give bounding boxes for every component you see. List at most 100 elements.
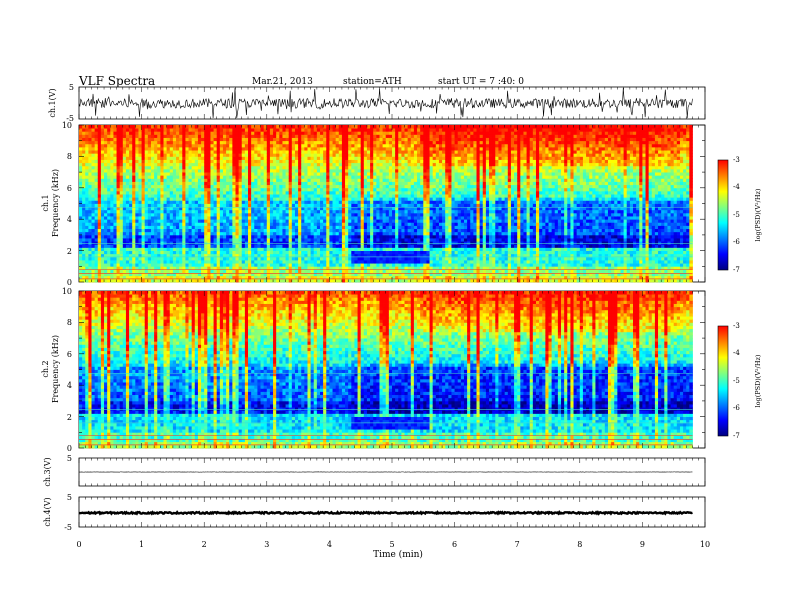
spectrogram-cell [294, 125, 299, 129]
spectrogram-cell [79, 197, 83, 201]
spectrogram-cell [332, 137, 337, 142]
spectrogram-cell [113, 134, 117, 138]
spectrogram-cell [320, 222, 324, 226]
spectrogram-cell [310, 137, 315, 142]
spectrogram-cell [197, 269, 202, 273]
spectrogram-cell [263, 184, 268, 189]
spectrogram-cell [373, 256, 377, 261]
spectrogram-cell [244, 244, 249, 248]
spectrogram-cell [276, 272, 280, 277]
spectrogram-cell [360, 278, 365, 283]
spectrogram-cell [323, 212, 327, 217]
spectrogram-cell [360, 231, 365, 236]
spectrogram-cell [179, 219, 183, 223]
spectrogram-cell [288, 231, 293, 236]
spectrogram-cell [291, 256, 296, 261]
spectrogram-cell [154, 216, 158, 220]
spectrogram-cell [316, 134, 321, 138]
spectrogram-cell [257, 260, 261, 264]
spectrogram-cell [85, 150, 89, 154]
spectrogram-cell [282, 200, 286, 204]
spectrogram-cell [172, 159, 177, 164]
spectrogram-cell [229, 194, 233, 198]
spectrogram-cell [116, 253, 121, 258]
spectrogram-cell [122, 175, 127, 179]
spectrogram-cell [132, 150, 136, 154]
spectrogram-cell [260, 197, 265, 201]
spectrogram-cell [260, 200, 265, 204]
spectrogram-cell [229, 125, 233, 129]
spectrogram-cell [182, 278, 186, 283]
spectrogram-cell [366, 184, 371, 189]
spectrogram-cell [279, 228, 283, 233]
spectrogram-cell [244, 260, 249, 264]
spectrogram-cell [241, 250, 246, 255]
spectrogram-cell [135, 175, 139, 179]
spectrogram-cell [132, 228, 136, 233]
spectrogram-cell [172, 272, 177, 277]
spectrogram-cell [332, 250, 337, 255]
spectrogram-cell [110, 194, 114, 198]
spectrogram-cell [129, 137, 133, 142]
spectrogram-cell [335, 131, 340, 135]
spectrogram-cell [251, 275, 255, 280]
spectrogram-cell [147, 150, 152, 154]
spectrogram-cell [320, 212, 324, 217]
spectrogram-cell [282, 175, 286, 179]
spectrogram-cell [110, 134, 114, 138]
spectrogram-cell [291, 128, 296, 132]
spectrogram-cell [269, 181, 274, 186]
spectrogram-cell [144, 234, 149, 239]
spectrogram-cell [254, 238, 258, 242]
spectrogram-cell [91, 219, 96, 223]
spectrogram-cell [269, 260, 274, 264]
spectrogram-cell [88, 260, 92, 264]
spectrogram-cell [345, 228, 349, 233]
spectrogram-cell [301, 168, 305, 173]
spectrogram-cell [329, 162, 333, 167]
spectrogram-cell [307, 216, 312, 220]
spectrogram-cell [363, 156, 368, 160]
waveform-line [78, 87, 693, 119]
spectrogram-cell [216, 159, 221, 164]
spectrogram-cell [176, 178, 180, 182]
spectrogram-cell [166, 128, 171, 132]
spectrogram-cell [354, 184, 358, 189]
spectrogram-cell [191, 212, 196, 217]
spectrogram-cell [310, 278, 315, 283]
spectrogram-cell [169, 134, 174, 138]
spectrogram-cell [235, 187, 240, 192]
spectrogram-cell [348, 212, 352, 217]
spectrogram-cell [313, 184, 318, 189]
spectrogram-cell [204, 256, 208, 261]
spectrogram-cell [172, 269, 177, 273]
spectrogram-cell [110, 266, 114, 270]
spectrogram-cell [351, 162, 355, 167]
spectrogram-cell [185, 256, 189, 261]
spectrogram-cell [194, 260, 199, 264]
spectrogram-cell [132, 137, 136, 142]
spectrogram-cell [244, 125, 249, 129]
spectrogram-cell [188, 159, 193, 164]
spectrogram-cell [254, 203, 258, 208]
spectrogram-cell [273, 222, 277, 226]
spectrogram-cell [147, 140, 152, 145]
spectrogram-cell [176, 269, 180, 273]
spectrogram-cell [141, 216, 146, 220]
spectrogram-cell [150, 247, 155, 251]
spectrogram-cell [285, 216, 290, 220]
spectrogram-cell [354, 194, 358, 198]
spectrogram-cell [316, 278, 321, 283]
spectrogram-cell [313, 181, 318, 186]
spectrogram-cell [82, 225, 86, 230]
spectrogram-cell [188, 125, 193, 129]
spectrogram-cell [207, 238, 211, 242]
spectrogram-cell [257, 275, 261, 280]
spectrogram-cell [282, 137, 286, 142]
spectrogram-cell [313, 143, 318, 148]
spectrogram-cell [304, 228, 308, 233]
spectrogram-cell [332, 140, 337, 145]
spectrogram-cell [310, 225, 315, 230]
spectrogram-cell [207, 184, 211, 189]
spectrogram-cell [244, 216, 249, 220]
